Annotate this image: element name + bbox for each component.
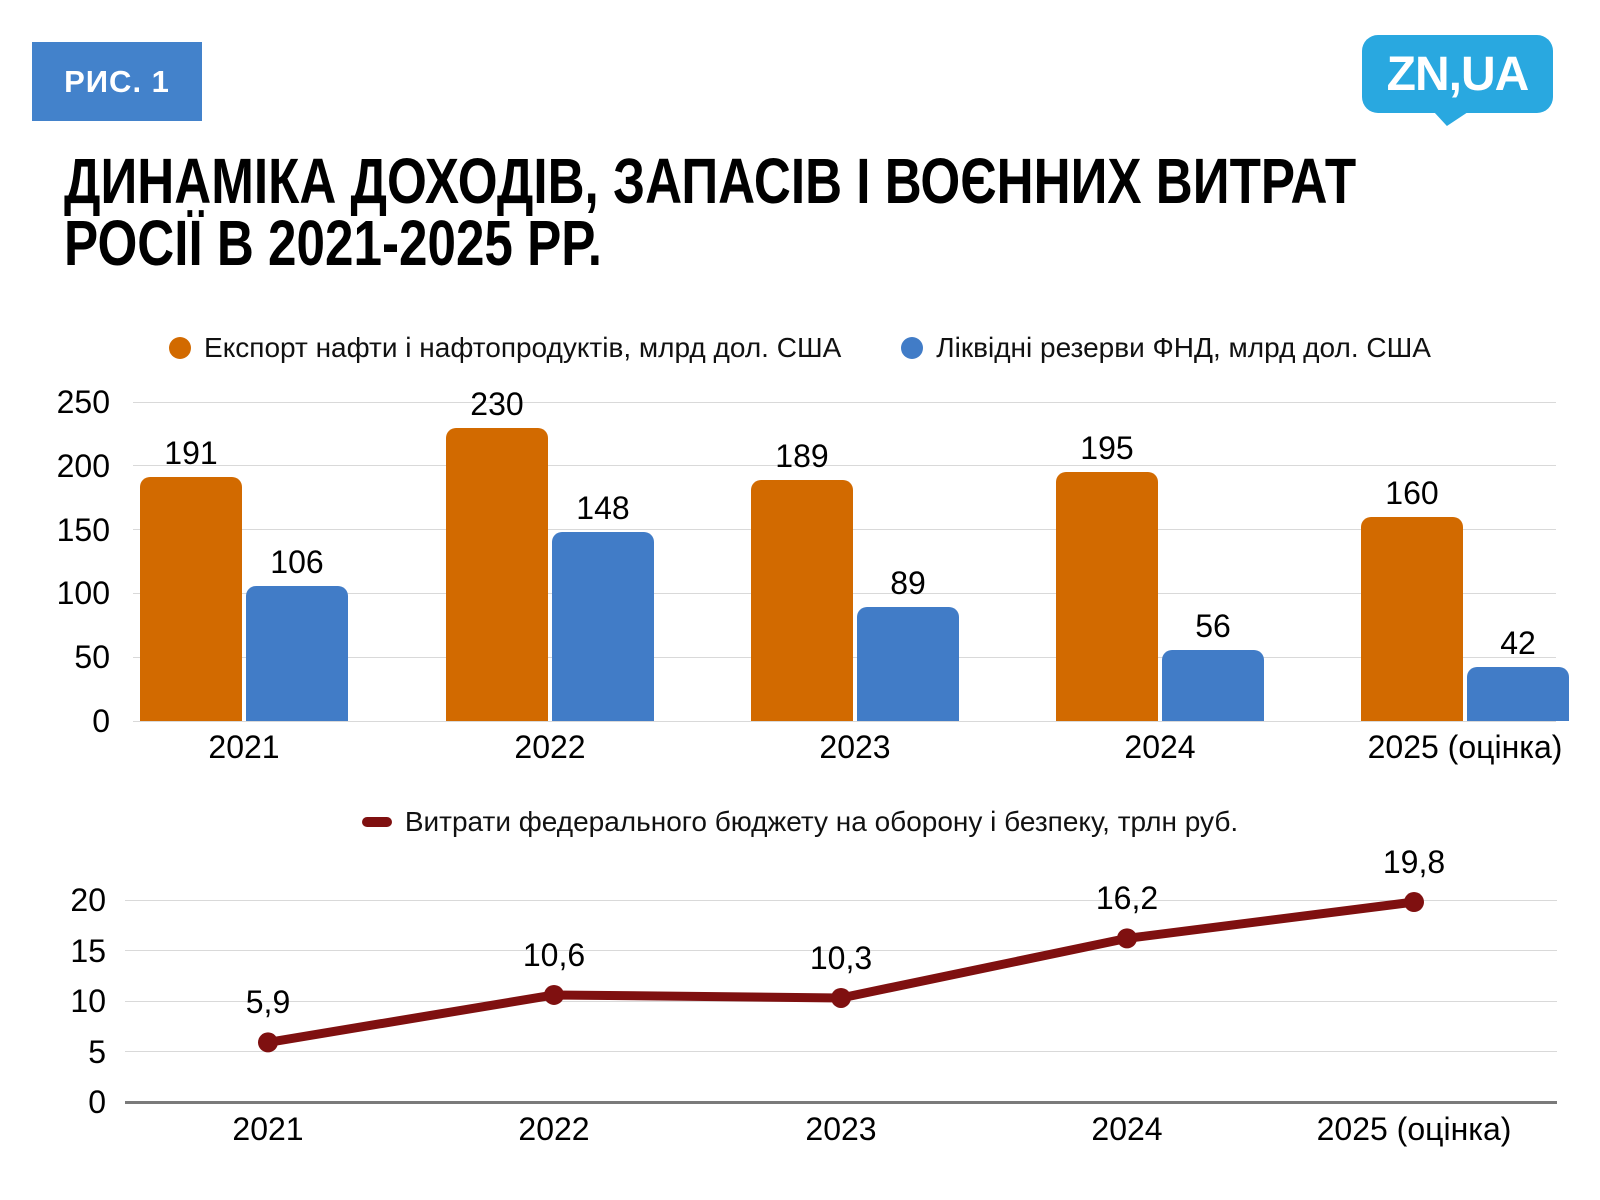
gridline <box>133 401 1556 403</box>
bar-reserves-2022 <box>552 532 654 721</box>
point-value-label: 19,8 <box>1382 844 1446 881</box>
line-point <box>258 1032 278 1053</box>
y-tick-label: 250 <box>56 384 110 420</box>
bar-reserves-2025 (оцінка) <box>1467 667 1569 721</box>
bar-chart-legend: Експорт нафти і нафтопродуктів, млрд дол… <box>0 332 1600 364</box>
legend-item-oil-exports-label: Експорт нафти і нафтопродуктів, млрд дол… <box>204 332 842 363</box>
bar-export-2021 <box>140 477 242 721</box>
point-value-label: 16,2 <box>1095 880 1159 917</box>
x-axis-label: 2021 <box>232 1111 304 1147</box>
line-point <box>831 987 851 1008</box>
legend-item-nwf-reserves-label: Ліквідні резерви ФНД, млрд дол. США <box>936 332 1431 363</box>
gridline <box>125 899 1557 901</box>
figure-badge-label: РИС. 1 <box>64 63 170 99</box>
bar-value-label: 191 <box>164 435 218 472</box>
bar-value-label: 56 <box>1195 607 1231 644</box>
bar-reserves-2024 <box>1162 649 1264 721</box>
line-chart-legend: Витрати федерального бюджету на оборону … <box>0 806 1600 838</box>
bar-export-2023 <box>751 479 853 721</box>
gridline <box>133 465 1556 467</box>
y-tick-label: 0 <box>92 703 110 739</box>
x-axis-label: 2024 <box>1091 1111 1163 1147</box>
x-axis-label: 2025 (оцінка) <box>1316 1111 1512 1147</box>
page-title-line2: РОСІЇ В 2021-2025 РР. <box>64 207 602 279</box>
x-axis-line <box>125 1100 1557 1104</box>
y-tick-label: 100 <box>56 575 110 612</box>
bar-value-label: 189 <box>775 437 829 474</box>
bar-value-label: 195 <box>1080 430 1134 467</box>
x-axis-label: 2025 (оцінка) <box>1367 729 1563 765</box>
bar-export-2022 <box>446 427 548 721</box>
gridline <box>125 1051 1557 1052</box>
y-tick-label: 15 <box>70 932 106 969</box>
bar-export-2024 <box>1056 472 1158 721</box>
legend-dot-icon <box>169 337 192 359</box>
bar-value-label: 42 <box>1500 625 1536 662</box>
y-tick-label: 5 <box>88 1033 106 1070</box>
bar-value-label: 230 <box>470 385 524 422</box>
znua-logo: ZN,UA <box>1362 35 1553 126</box>
gridline <box>125 1000 1557 1002</box>
x-axis-label: 2022 <box>514 729 586 765</box>
bar-value-label: 89 <box>890 565 926 602</box>
x-axis-label: 2023 <box>819 729 891 765</box>
bar-reserves-2021 <box>246 585 348 721</box>
y-tick-label: 150 <box>56 511 110 548</box>
x-axis-label: 2023 <box>805 1111 877 1147</box>
page-title: ДИНАМІКА ДОХОДІВ, ЗАПАСІВ І ВОЄННИХ ВИТР… <box>64 149 1584 275</box>
point-value-label: 10,3 <box>809 939 873 976</box>
bar-value-label: 160 <box>1385 474 1439 511</box>
gridline <box>133 720 1556 722</box>
page-title-line1: ДИНАМІКА ДОХОДІВ, ЗАПАСІВ І ВОЄННИХ ВИТР… <box>64 145 1357 217</box>
y-tick-label: 50 <box>74 639 110 676</box>
legend-item-oil-exports: Експорт нафти і нафтопродуктів, млрд дол… <box>169 332 841 364</box>
x-axis-label: 2022 <box>518 1111 590 1147</box>
y-tick-label: 200 <box>56 447 110 484</box>
x-axis-label: 2021 <box>208 729 280 765</box>
bar-export-2025 (оцінка) <box>1361 516 1463 721</box>
y-tick-label: 0 <box>88 1084 106 1120</box>
line-point <box>1404 892 1424 913</box>
line-point <box>1117 928 1137 949</box>
legend-item-defense-spending-label: Витрати федерального бюджету на оборону … <box>404 806 1239 837</box>
bar-reserves-2023 <box>857 607 959 721</box>
legend-dash-icon <box>361 817 392 827</box>
legend-item-nwf-reserves: Ліквідні резерви ФНД, млрд дол. США <box>901 332 1431 364</box>
figure-badge: РИС. 1 <box>32 42 202 121</box>
line-point <box>544 984 564 1005</box>
y-tick-label: 20 <box>70 882 106 918</box>
logo-text: ZN,UA <box>1386 47 1530 101</box>
bar-value-label: 148 <box>576 490 630 527</box>
legend-dot-icon <box>901 337 924 359</box>
x-axis-label: 2024 <box>1124 729 1196 765</box>
point-value-label: 5,9 <box>245 984 291 1021</box>
y-tick-label: 10 <box>70 983 106 1019</box>
point-value-label: 10,6 <box>522 936 586 973</box>
bar-value-label: 106 <box>270 543 324 580</box>
logo-speech-tail <box>1434 112 1468 126</box>
legend-item-defense-spending: Витрати федерального бюджету на оборону … <box>361 806 1239 838</box>
